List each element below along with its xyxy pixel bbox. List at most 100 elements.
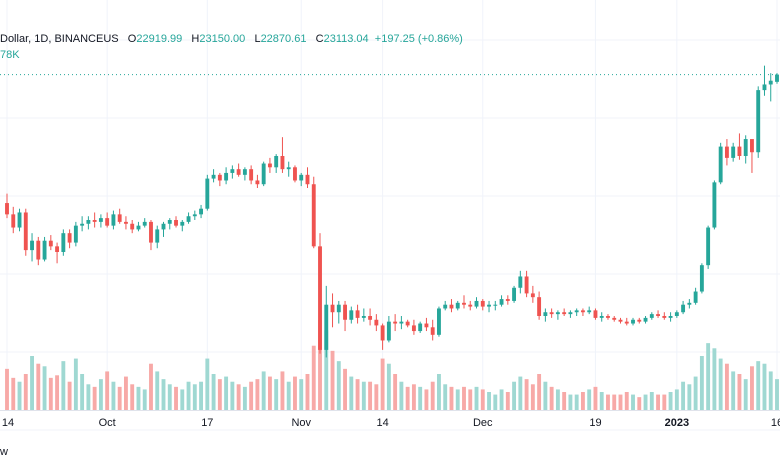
candle[interactable] xyxy=(505,299,510,301)
candle[interactable] xyxy=(224,172,229,181)
candle[interactable] xyxy=(98,218,103,222)
candle[interactable] xyxy=(756,90,761,153)
candle[interactable] xyxy=(699,265,704,292)
candle[interactable] xyxy=(712,182,717,228)
symbol-name[interactable]: Dollar xyxy=(0,33,29,45)
candle[interactable] xyxy=(318,246,322,350)
candle[interactable] xyxy=(161,223,166,230)
candle[interactable] xyxy=(130,223,135,230)
candle[interactable] xyxy=(449,304,454,309)
candle[interactable] xyxy=(242,169,247,175)
candle[interactable] xyxy=(649,314,654,318)
candle[interactable] xyxy=(574,310,579,313)
candle[interactable] xyxy=(42,240,47,260)
candle[interactable] xyxy=(80,223,85,226)
candle[interactable] xyxy=(693,291,698,303)
candle[interactable] xyxy=(543,312,548,316)
candle[interactable] xyxy=(674,312,679,316)
candle[interactable] xyxy=(493,304,498,306)
candle[interactable] xyxy=(180,221,185,226)
candle[interactable] xyxy=(562,312,567,315)
candle[interactable] xyxy=(512,287,517,301)
candle[interactable] xyxy=(92,220,97,222)
candle[interactable] xyxy=(706,227,711,266)
candle[interactable] xyxy=(174,220,178,226)
candle[interactable] xyxy=(111,214,116,226)
candle[interactable] xyxy=(405,321,410,326)
candle[interactable] xyxy=(299,174,304,181)
candle[interactable] xyxy=(418,323,423,332)
candle[interactable] xyxy=(468,304,473,307)
candle[interactable] xyxy=(186,216,191,222)
candle[interactable] xyxy=(411,325,416,332)
candle[interactable] xyxy=(580,310,585,313)
candle[interactable] xyxy=(192,214,197,217)
candle[interactable] xyxy=(437,308,441,335)
candle[interactable] xyxy=(549,312,554,315)
candle[interactable] xyxy=(743,139,748,156)
candle[interactable] xyxy=(167,220,172,224)
candle[interactable] xyxy=(568,312,573,315)
candle[interactable] xyxy=(274,156,279,168)
candle[interactable] xyxy=(487,304,491,307)
candle[interactable] xyxy=(136,225,141,230)
candle[interactable] xyxy=(399,321,404,324)
candle[interactable] xyxy=(637,319,642,322)
candle[interactable] xyxy=(731,146,736,158)
candle[interactable] xyxy=(462,302,466,305)
candle[interactable] xyxy=(768,80,773,85)
candle[interactable] xyxy=(443,304,448,309)
candle[interactable] xyxy=(474,300,479,307)
candle[interactable] xyxy=(236,169,241,175)
candle[interactable] xyxy=(430,327,435,335)
candle[interactable] xyxy=(311,184,316,247)
candle[interactable] xyxy=(261,163,266,185)
candle[interactable] xyxy=(681,304,686,313)
candle[interactable] xyxy=(762,84,767,91)
candle[interactable] xyxy=(737,146,742,156)
candle[interactable] xyxy=(36,240,41,260)
candle[interactable] xyxy=(718,146,723,183)
candle[interactable] xyxy=(724,146,729,158)
candle[interactable] xyxy=(205,178,210,209)
candle[interactable] xyxy=(48,240,53,247)
candle[interactable] xyxy=(267,163,272,168)
candle[interactable] xyxy=(668,316,673,318)
candle[interactable] xyxy=(305,174,310,185)
candle[interactable] xyxy=(455,302,460,309)
candle[interactable] xyxy=(374,319,379,326)
candle[interactable] xyxy=(217,174,222,181)
candle[interactable] xyxy=(555,312,560,315)
candle[interactable] xyxy=(386,321,391,341)
candle[interactable] xyxy=(255,180,260,185)
candle[interactable] xyxy=(61,233,66,252)
candle[interactable] xyxy=(631,319,635,324)
candle[interactable] xyxy=(343,304,347,320)
candle[interactable] xyxy=(618,319,623,322)
candle[interactable] xyxy=(286,167,291,170)
candle[interactable] xyxy=(73,225,78,243)
candle[interactable] xyxy=(380,325,385,341)
candle[interactable] xyxy=(30,240,34,251)
candle[interactable] xyxy=(11,214,16,228)
candle[interactable] xyxy=(599,316,604,318)
candle[interactable] xyxy=(330,304,335,313)
candle[interactable] xyxy=(750,139,754,153)
candle[interactable] xyxy=(23,212,28,251)
candle[interactable] xyxy=(293,167,297,181)
candle[interactable] xyxy=(5,203,9,215)
candle[interactable] xyxy=(117,214,122,222)
candle[interactable] xyxy=(593,310,598,318)
candle[interactable] xyxy=(530,293,535,298)
candle[interactable] xyxy=(124,221,128,224)
candle[interactable] xyxy=(775,74,779,82)
candle[interactable] xyxy=(199,208,204,215)
candle[interactable] xyxy=(662,316,667,318)
candle[interactable] xyxy=(105,218,110,226)
candle[interactable] xyxy=(280,156,285,170)
candle[interactable] xyxy=(537,297,542,316)
candle[interactable] xyxy=(612,317,617,320)
candle[interactable] xyxy=(524,276,529,294)
candle[interactable] xyxy=(393,321,398,324)
